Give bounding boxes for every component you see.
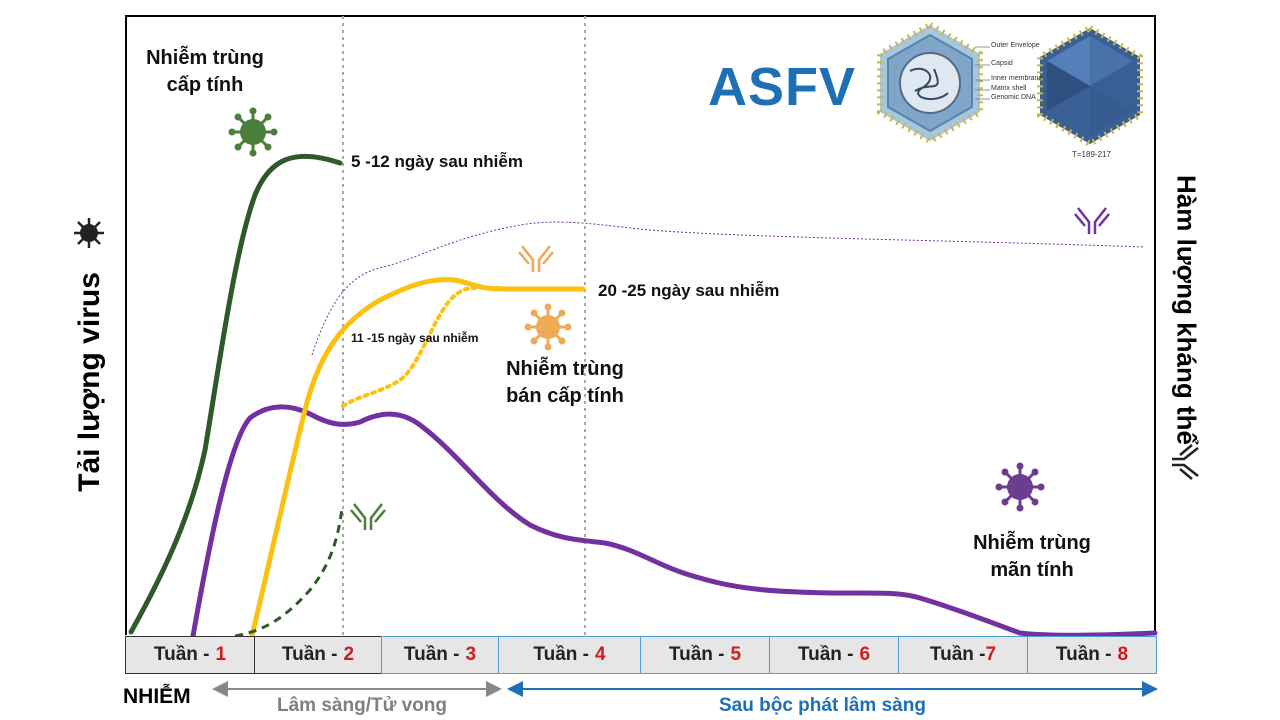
- chronic-antibody-curve: [311, 221, 1144, 356]
- diagram-title: ASFV: [708, 57, 857, 117]
- y-axis-left-label: Tải lượng virus: [73, 272, 106, 492]
- virus-load-icon: [74, 218, 104, 248]
- chronic-label-line1: Nhiễm trùng: [973, 532, 1091, 554]
- subacute-virus-icon: [524, 303, 572, 351]
- week-number: 3: [465, 644, 477, 665]
- acute-label-line1: Nhiễm trùng: [146, 47, 264, 69]
- acute-antibody-icon: [350, 503, 386, 530]
- week-number: 7: [985, 644, 997, 665]
- acute-time-label: 5 -12 ngày sau nhiễm: [351, 152, 523, 171]
- subacute-antibody-curve: [341, 285, 502, 408]
- virion-legend-outer-envelope: Outer Envelope: [991, 42, 1040, 49]
- week-cell-5: Tuần -5: [640, 636, 770, 674]
- asfv-cross-section-image: [877, 21, 983, 145]
- chronic-label-line2: mãn tính: [990, 559, 1074, 581]
- week-cell-3: Tuần - 3: [381, 636, 499, 674]
- antibody-axis-icon: [1172, 444, 1199, 480]
- week-word: Tuần -: [1055, 644, 1112, 665]
- subacute-label-line1: Nhiễm trùng: [506, 358, 624, 380]
- week-number: 6: [859, 644, 871, 665]
- week-word: Tuần -: [797, 644, 854, 665]
- chronic-antibody-icon: [1074, 207, 1110, 234]
- virion-legend-inner-membrane: Inner membrane: [991, 75, 1043, 82]
- acute-virus-icon: [228, 107, 278, 157]
- week-cell-1: Tuần -1: [125, 636, 255, 674]
- subacute-time-label-a: 11 -15 ngày sau nhiễm: [351, 331, 479, 345]
- week-cell-4: Tuần - 4: [498, 636, 641, 674]
- post-clinical-label: Sau bộc phát lâm sàng: [719, 695, 926, 716]
- virion-legend: [975, 46, 990, 100]
- week-number: 2: [343, 644, 355, 665]
- subacute-time-label-b: 20 -25 ngày sau nhiễm: [598, 281, 780, 300]
- week-cell-2: Tuần -2: [254, 636, 382, 674]
- week-cell-8: Tuần -8: [1027, 636, 1157, 674]
- week-word: Tuần -: [281, 644, 338, 665]
- plot-frame: [125, 15, 1156, 635]
- subacute-label-line2: bán cấp tính: [506, 385, 624, 407]
- infection-label: NHIỄM: [123, 685, 191, 708]
- acute-antibody-curve: [234, 507, 344, 638]
- week-cell-6: Tuần -6: [769, 636, 899, 674]
- chronic-virus-icon: [995, 462, 1045, 512]
- acute-virus-curve: [128, 153, 343, 635]
- chronic-virus-curve: [190, 404, 1158, 639]
- asfv-capsid-image: [1037, 24, 1143, 148]
- virion-caption: T=189-217: [1072, 150, 1111, 159]
- week-word: Tuần -: [929, 644, 986, 665]
- virion-legend-capsid: Capsid: [991, 60, 1013, 67]
- week-cell-7: Tuần -7: [898, 636, 1028, 674]
- week-number: 8: [1117, 644, 1129, 665]
- virion-legend-genomic-dna: Genomic DNA: [991, 94, 1036, 101]
- subacute-virus-curve: [249, 277, 586, 639]
- week-word: Tuần -: [403, 644, 460, 665]
- chronic-label: Nhiễm trùng mãn tính: [957, 530, 1107, 584]
- week-word: Tuần -: [533, 644, 589, 665]
- week-number: 4: [595, 644, 606, 665]
- subacute-antibody-icon: [518, 245, 554, 272]
- virion-legend-matrix-shell: Matrix shell: [991, 85, 1027, 92]
- clinical-label: Lâm sàng/Tử vong: [277, 695, 447, 716]
- y-axis-right-label: Hàm lượng kháng thể: [1171, 175, 1202, 445]
- acute-label: Nhiễm trùng cấp tính: [130, 45, 280, 99]
- week-word: Tuần -: [668, 644, 725, 665]
- week-number: 1: [215, 644, 227, 665]
- acute-label-line2: cấp tính: [166, 74, 244, 96]
- subacute-label: Nhiễm trùng bán cấp tính: [490, 356, 640, 410]
- week-word: Tuần -: [153, 644, 210, 665]
- week-number: 5: [730, 644, 742, 665]
